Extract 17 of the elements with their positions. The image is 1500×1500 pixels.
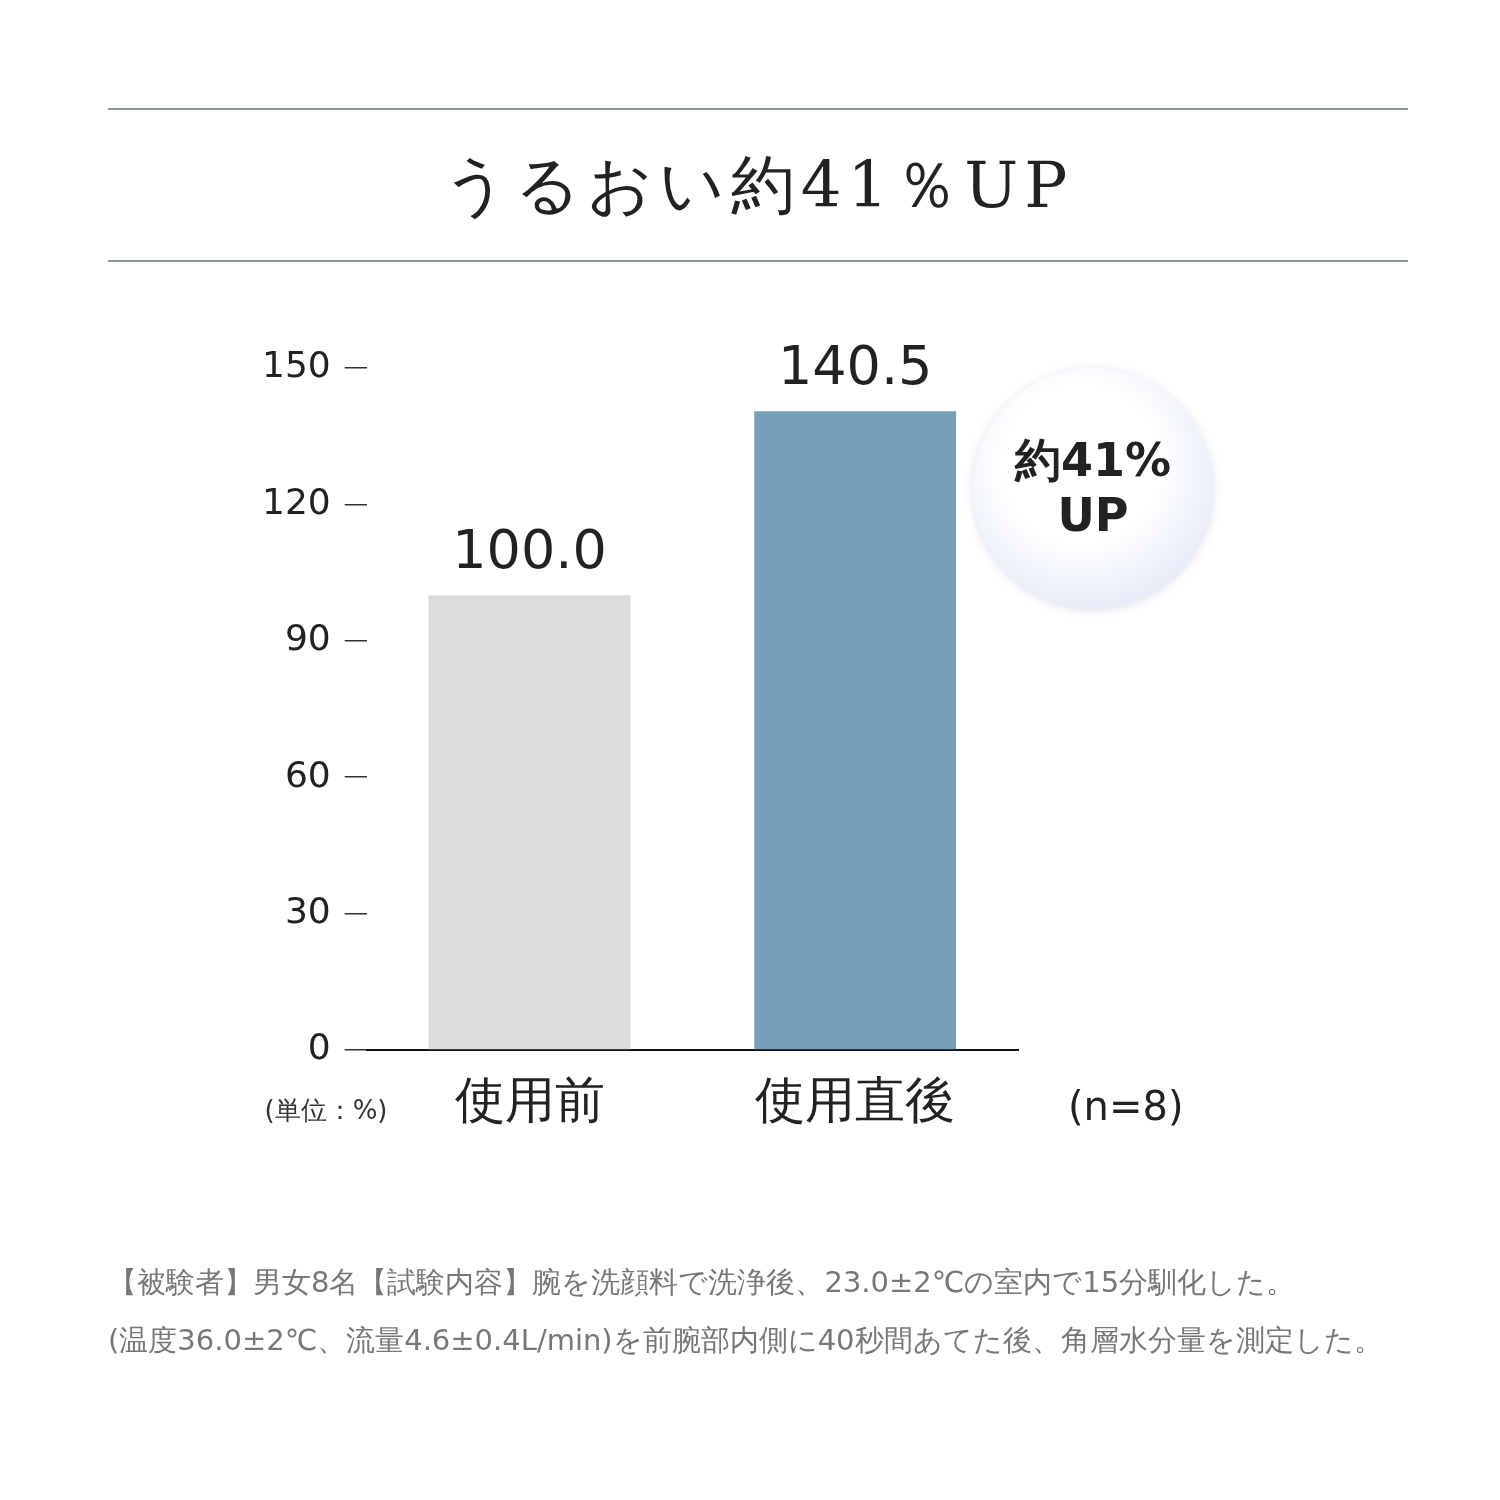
- x-tick-label: 使用前: [454, 1070, 605, 1129]
- data-label: 140.5: [777, 334, 933, 398]
- data-label: 100.0: [452, 518, 607, 582]
- y-axis-title: (単位：%): [264, 1094, 388, 1125]
- circle-badge: 約41% UP: [973, 368, 1213, 608]
- annotation: 約41% UP: [1013, 432, 1173, 544]
- text: (温度36.0±2℃、流量4.6±0.4L/min)を前腕部内側に40秒間あてた後、角層水分量を測定した。: [108, 1322, 1384, 1359]
- text: (n=8): [1068, 1083, 1184, 1129]
- x-tick-label: 使用直後: [755, 1070, 956, 1129]
- y-tick-label: 120: [261, 480, 331, 522]
- y-tick-label: 0: [307, 1026, 331, 1068]
- y-tick-label: 90: [284, 617, 331, 659]
- y-tick-label: 30: [284, 889, 331, 931]
- chart-title: うるおい約41％UP: [442, 146, 1074, 224]
- y-tick-label: 60: [284, 753, 331, 795]
- text: 【被験者】男女8名【試験内容】腕を洗顔料で洗浄後、23.0±2℃の室内で15分馴化した。: [108, 1264, 1297, 1301]
- y-tick-label: 150: [261, 344, 331, 386]
